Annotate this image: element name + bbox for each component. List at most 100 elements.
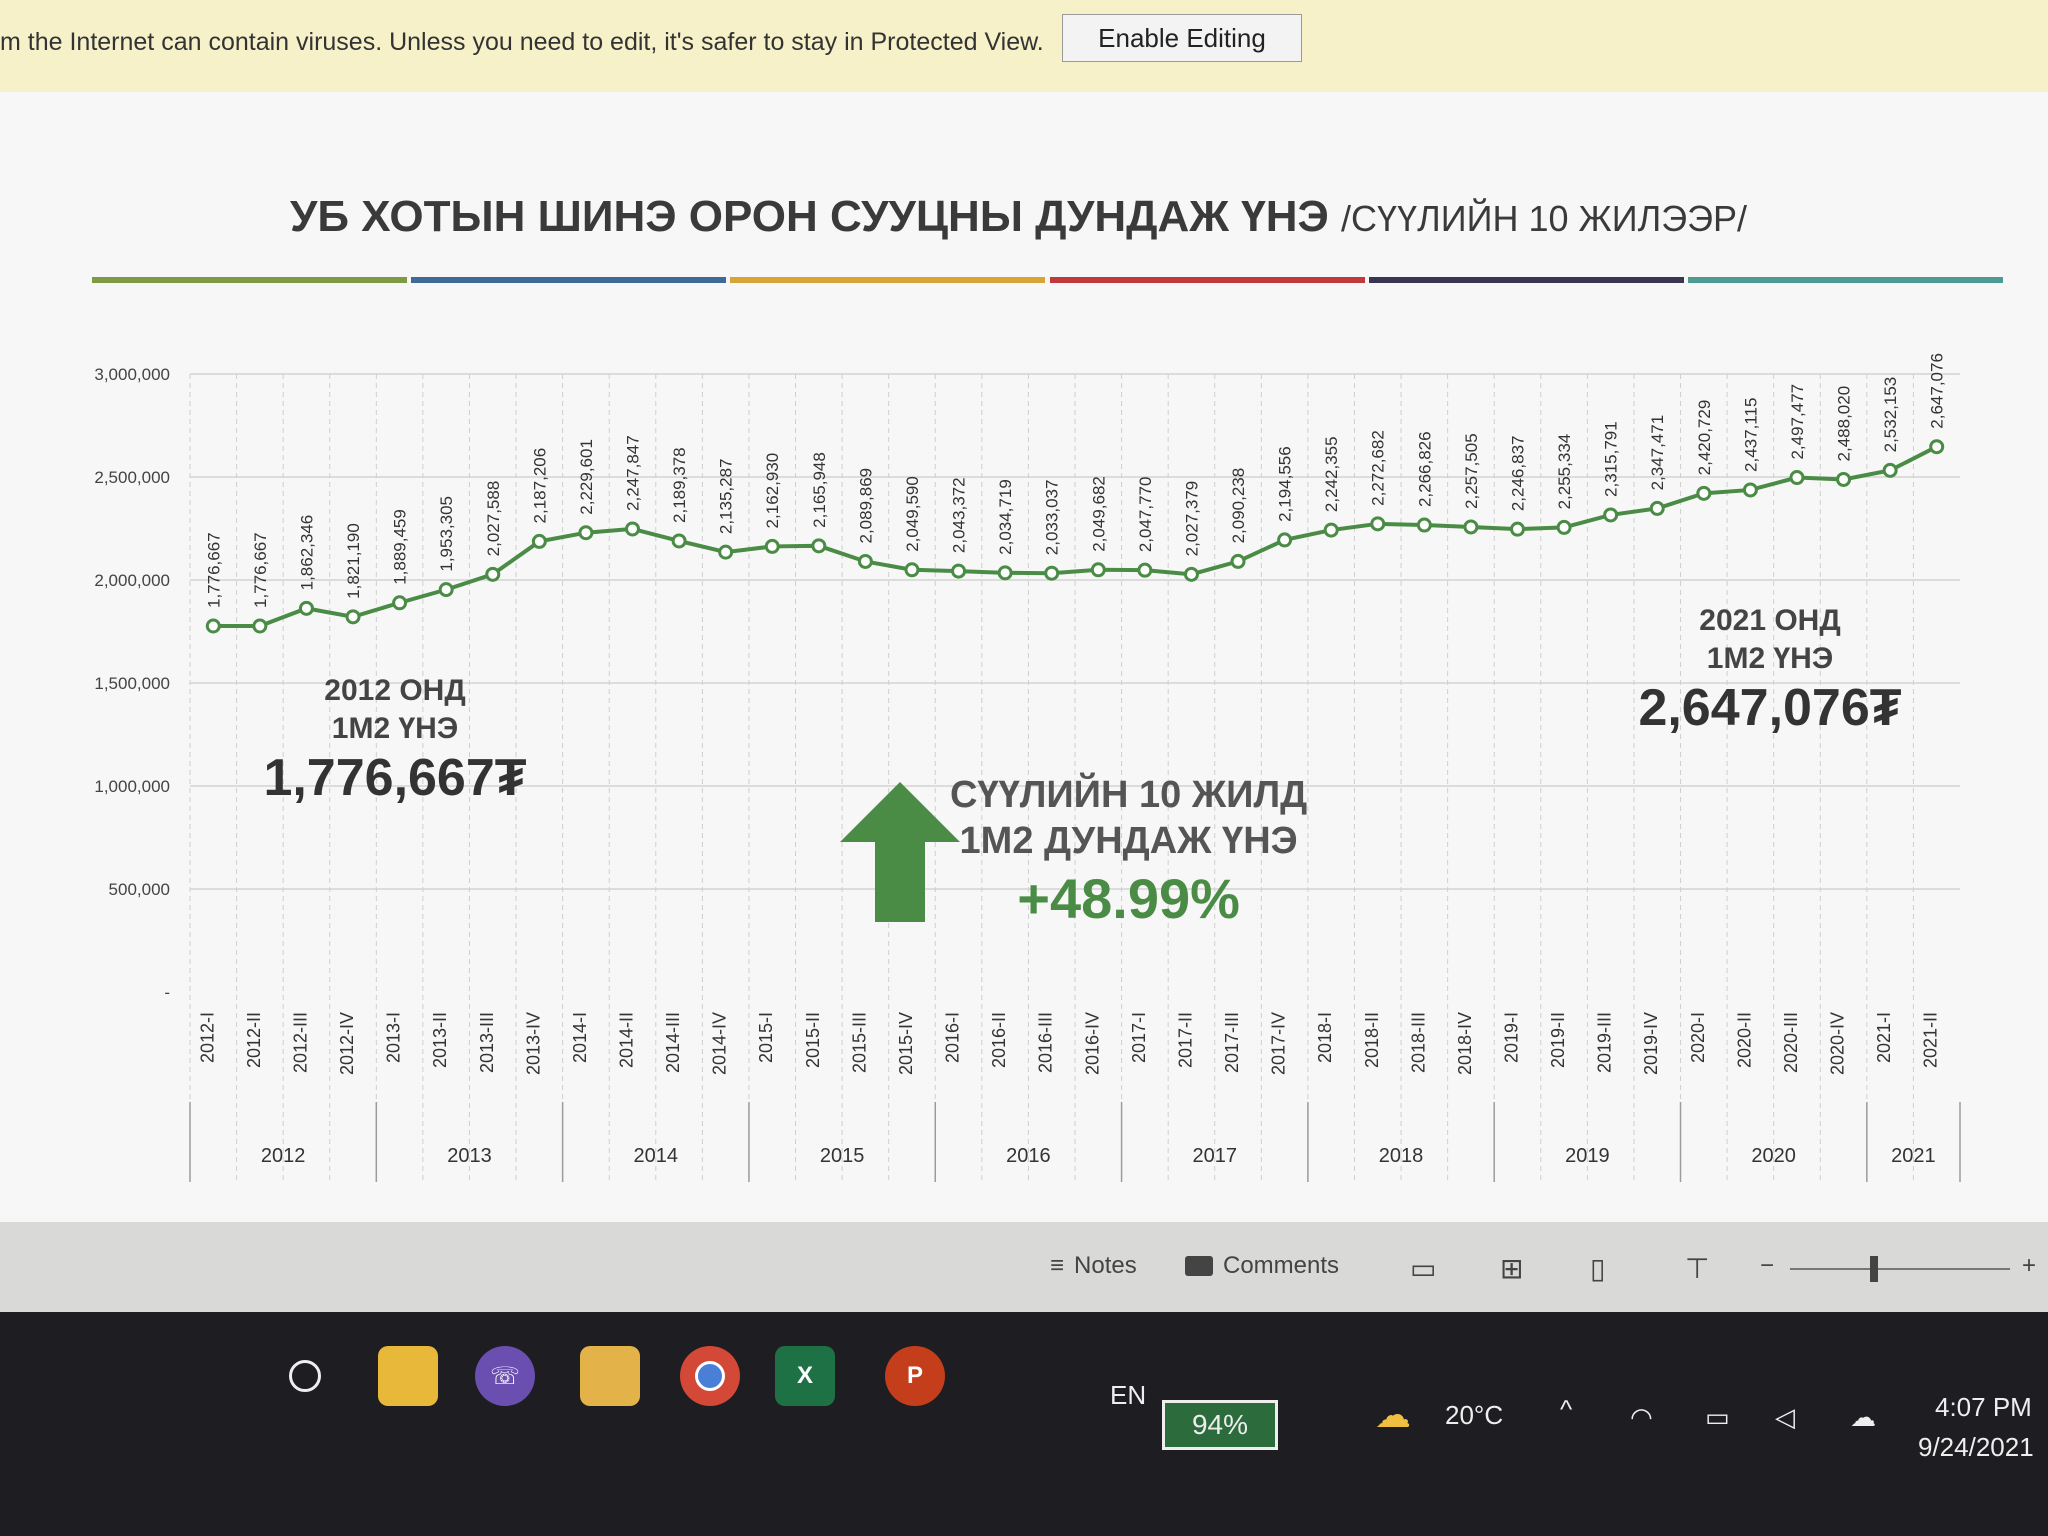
data-label: 1,862,346 bbox=[297, 515, 316, 591]
clock-date[interactable]: 9/24/2021 bbox=[1918, 1432, 2034, 1462]
year-label: 2017 bbox=[1192, 1145, 1237, 1167]
x-tick-label: 2012-I bbox=[197, 1012, 217, 1063]
taskbar: ☏ X P EN 20°C ☁ ^ ◠ ▭ ◁ ☁ 4:07 PM 9/24/2… bbox=[0, 1312, 2048, 1536]
x-tick-label: 2012-III bbox=[290, 1012, 310, 1073]
year-label: 2015 bbox=[820, 1145, 865, 1167]
language-indicator[interactable]: EN bbox=[1110, 1380, 1147, 1410]
y-tick-label: 500,000 bbox=[109, 880, 170, 899]
year-label: 2019 bbox=[1565, 1145, 1610, 1167]
data-point bbox=[764, 538, 780, 554]
sticky-notes-icon[interactable] bbox=[378, 1346, 438, 1406]
data-label: 2,135,287 bbox=[717, 458, 736, 534]
zoom-in-icon[interactable]: + bbox=[2022, 1252, 2037, 1279]
data-point bbox=[1230, 553, 1246, 569]
ann-2012-value: 1,776,667₮ bbox=[263, 749, 527, 807]
x-tick-label: 2014-I bbox=[570, 1012, 590, 1063]
x-tick-label: 2016-III bbox=[1036, 1012, 1056, 1073]
notes-button[interactable]: ≡ Notes bbox=[1050, 1252, 1137, 1280]
x-tick-label: 2014-III bbox=[663, 1012, 683, 1073]
volume-icon[interactable]: ◁ bbox=[1775, 1402, 1795, 1432]
search-icon[interactable] bbox=[275, 1346, 335, 1406]
data-label: 2,027,379 bbox=[1182, 481, 1201, 557]
x-tick-label: 2016-I bbox=[943, 1012, 963, 1063]
battery-percent[interactable]: 94% bbox=[1162, 1400, 1278, 1450]
x-tick-label: 2017-III bbox=[1222, 1012, 1242, 1073]
rule-segment bbox=[1368, 277, 1684, 283]
data-label: 2,027,588 bbox=[484, 481, 503, 557]
data-label: 2,047,770 bbox=[1136, 477, 1155, 553]
normal-view-icon[interactable]: ▭ bbox=[1410, 1253, 1437, 1284]
annotation-2021: 2021 ОНД 1М2 ҮНЭ 2,647,076₮ bbox=[1600, 602, 1940, 738]
slideshow-icon[interactable]: ⊤ bbox=[1685, 1253, 1710, 1284]
year-label: 2016 bbox=[1006, 1145, 1051, 1167]
x-tick-label: 2014-IV bbox=[710, 1012, 730, 1075]
chrome-icon[interactable] bbox=[680, 1346, 740, 1406]
x-tick-label: 2013-III bbox=[477, 1012, 497, 1073]
data-point bbox=[1882, 462, 1898, 478]
status-bar: ≡ Notes Comments ▭ ⊞ ▯ ⊤ − + bbox=[0, 1222, 2048, 1312]
data-label: 2,437,115 bbox=[1741, 398, 1760, 472]
y-tick-label: 3,000,000 bbox=[94, 365, 170, 384]
y-tick-label: 1,500,000 bbox=[94, 674, 170, 693]
data-point bbox=[811, 538, 827, 554]
data-label: 1,953,305 bbox=[437, 496, 456, 572]
y-tick-label: - bbox=[164, 983, 170, 1002]
clock-time[interactable]: 4:07 PM bbox=[1935, 1392, 2032, 1422]
data-point bbox=[1323, 522, 1339, 538]
data-point bbox=[205, 618, 221, 634]
excel-icon[interactable]: X bbox=[775, 1346, 835, 1406]
x-tick-label: 2021-I bbox=[1874, 1012, 1894, 1063]
notes-icon: ≡ bbox=[1050, 1252, 1065, 1279]
data-point bbox=[578, 525, 594, 541]
data-label: 2,162,930 bbox=[763, 453, 782, 529]
battery-icon[interactable]: ▭ bbox=[1705, 1402, 1730, 1432]
data-label: 2,187,206 bbox=[530, 448, 549, 524]
zoom-out-icon[interactable]: − bbox=[1760, 1252, 1775, 1279]
data-point bbox=[857, 553, 873, 569]
temperature[interactable]: 20°C bbox=[1445, 1400, 1504, 1430]
zoom-slider[interactable] bbox=[1790, 1256, 2010, 1282]
data-label: 2,257,505 bbox=[1462, 433, 1481, 509]
series-line bbox=[213, 444, 1938, 629]
protected-view-message: m the Internet can contain viruses. Unle… bbox=[0, 28, 1044, 56]
reading-view-icon[interactable]: ▯ bbox=[1590, 1253, 1606, 1284]
data-point bbox=[345, 609, 361, 625]
comments-icon bbox=[1185, 1256, 1213, 1276]
onedrive-icon[interactable]: ☁ bbox=[1850, 1402, 1876, 1432]
slide-sorter-icon[interactable]: ⊞ bbox=[1500, 1253, 1524, 1284]
slide: УБ ХОТЫН ШИНЭ ОРОН СУУЦНЫ ДУНДАЖ ҮНЭ /СҮ… bbox=[0, 92, 2048, 1222]
x-tick-label: 2018-I bbox=[1315, 1012, 1335, 1063]
ann-2021-label2: 1М2 ҮНЭ bbox=[1706, 642, 1834, 675]
data-label: 2,165,948 bbox=[810, 452, 829, 528]
wifi-icon[interactable]: ◠ bbox=[1630, 1402, 1653, 1432]
x-tick-label: 2020-III bbox=[1781, 1012, 1801, 1073]
ann-2021-label1: 2021 ОНД bbox=[1699, 604, 1841, 637]
powerpoint-icon[interactable]: P bbox=[885, 1346, 945, 1406]
x-tick-label: 2013-IV bbox=[523, 1012, 543, 1075]
data-point bbox=[438, 582, 454, 598]
viber-icon[interactable]: ☏ bbox=[475, 1346, 535, 1406]
enable-editing-button[interactable]: Enable Editing bbox=[1062, 14, 1302, 62]
data-label: 2,089,869 bbox=[856, 468, 875, 544]
x-tick-label: 2020-II bbox=[1734, 1012, 1754, 1068]
data-point bbox=[997, 565, 1013, 581]
data-label: 2,497,477 bbox=[1788, 384, 1807, 460]
year-label: 2012 bbox=[261, 1145, 306, 1167]
slide-title: УБ ХОТЫН ШИНЭ ОРОН СУУЦНЫ ДУНДАЖ ҮНЭ /СҮ… bbox=[290, 192, 1747, 242]
x-tick-label: 2012-IV bbox=[337, 1012, 357, 1075]
data-point bbox=[1696, 485, 1712, 501]
data-label: 2,420,729 bbox=[1695, 400, 1714, 476]
data-label: 1,776,667 bbox=[251, 532, 270, 608]
x-tick-label: 2013-II bbox=[430, 1012, 450, 1068]
comments-button[interactable]: Comments bbox=[1185, 1252, 1339, 1280]
y-tick-label: 2,500,000 bbox=[94, 468, 170, 487]
data-point bbox=[1277, 532, 1293, 548]
data-label: 2,194,556 bbox=[1276, 446, 1295, 522]
y-tick-label: 1,000,000 bbox=[94, 777, 170, 796]
rule-segment bbox=[92, 277, 408, 283]
chevron-up-icon[interactable]: ^ bbox=[1560, 1394, 1573, 1424]
file-explorer-icon[interactable] bbox=[580, 1346, 640, 1406]
data-label: 2,488,020 bbox=[1835, 386, 1854, 462]
weather-icon[interactable]: ☁ bbox=[1375, 1394, 1411, 1435]
zoom-slider-thumb[interactable] bbox=[1870, 1256, 1878, 1282]
